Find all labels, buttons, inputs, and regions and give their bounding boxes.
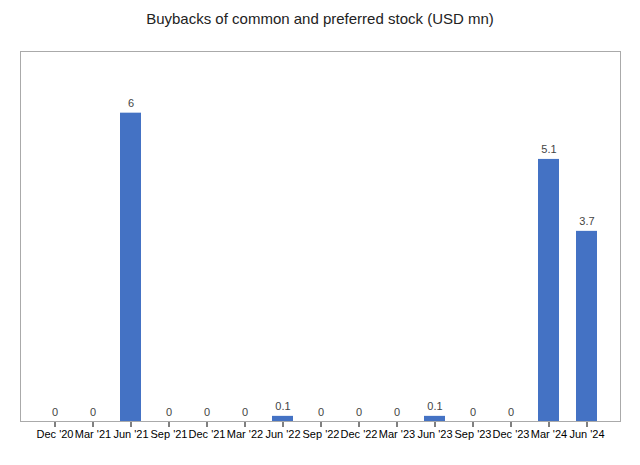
svg-text:0: 0 (470, 406, 476, 418)
svg-text:Mar '21: Mar '21 (75, 428, 111, 440)
svg-text:0: 0 (508, 406, 514, 418)
svg-text:Dec '21: Dec '21 (189, 428, 226, 440)
svg-text:Dec '20: Dec '20 (37, 428, 74, 440)
svg-text:0: 0 (204, 406, 210, 418)
svg-text:0: 0 (242, 406, 248, 418)
svg-text:Jun '21: Jun '21 (113, 428, 148, 440)
svg-text:Jun '24: Jun '24 (569, 428, 604, 440)
svg-text:0: 0 (166, 406, 172, 418)
svg-text:Dec '22: Dec '22 (341, 428, 378, 440)
html-text:Buybacks of common and preferr: Buybacks of common and preferred stock (… (146, 10, 494, 27)
svg-text:0: 0 (356, 406, 362, 418)
svg-text:0.1: 0.1 (275, 400, 290, 412)
svg-text:Mar '23: Mar '23 (379, 428, 415, 440)
svg-text:3.7: 3.7 (579, 215, 594, 227)
svg-text:Sep '23: Sep '23 (455, 428, 492, 440)
svg-text:Jun '22: Jun '22 (265, 428, 300, 440)
svg-text:6: 6 (128, 97, 134, 109)
svg-text:Mar '24: Mar '24 (531, 428, 567, 440)
svg-text:0: 0 (90, 406, 96, 418)
svg-text:0: 0 (52, 406, 58, 418)
svg-text:Sep '21: Sep '21 (151, 428, 188, 440)
svg-text:0.1: 0.1 (427, 400, 442, 412)
svg-text:0: 0 (318, 406, 324, 418)
svg-text:0: 0 (394, 406, 400, 418)
svg-text:Dec '23: Dec '23 (493, 428, 530, 440)
svg-text:Sep '22: Sep '22 (303, 428, 340, 440)
svg-text:Mar '22: Mar '22 (227, 428, 263, 440)
svg-text:5.1: 5.1 (541, 143, 556, 155)
svg-text:Jun '23: Jun '23 (417, 428, 452, 440)
